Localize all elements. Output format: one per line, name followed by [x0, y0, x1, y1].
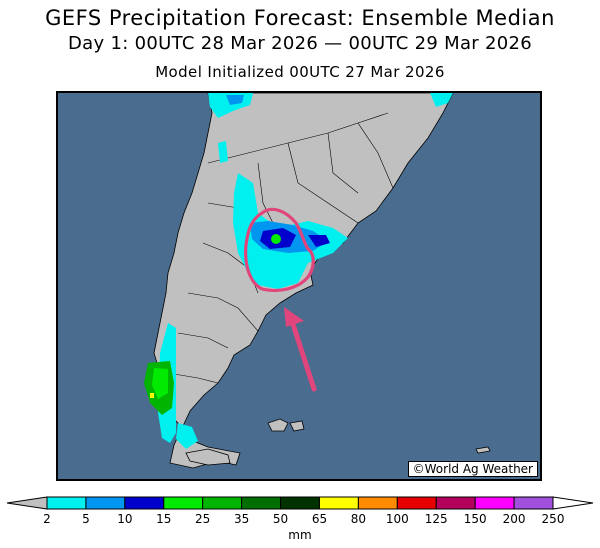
- falkland-islands: [267, 418, 305, 432]
- colorbar-segment: [396, 496, 437, 510]
- colorbar-tick-label: 250: [541, 512, 565, 526]
- colorbar-segment: [513, 496, 554, 510]
- colorbar-segment: [318, 496, 359, 510]
- colorbar-segment: [241, 496, 282, 510]
- colorbar-segment: [46, 496, 87, 510]
- colorbar-tick-label: 35: [233, 512, 250, 526]
- precip-north: [208, 93, 453, 163]
- colorbar-segment: [202, 496, 243, 510]
- credit-label: ©World Ag Weather: [407, 461, 538, 477]
- colorbar-tick-label: 200: [502, 512, 526, 526]
- province-borders: [167, 112, 394, 384]
- highlight-contour: [244, 207, 315, 293]
- colorbar-tick-label: 100: [385, 512, 409, 526]
- colorbar-segment: [435, 496, 476, 510]
- colorbar-tick-label: 50: [272, 512, 289, 526]
- forecast-period: Day 1: 00UTC 28 Mar 2026 — 00UTC 29 Mar …: [68, 33, 532, 54]
- colorbar-tick-label: 125: [424, 512, 448, 526]
- colorbar-tick-label: 10: [117, 512, 133, 526]
- colorbar-tick-label: 25: [195, 512, 211, 526]
- colorbar-tick-label: 2: [43, 512, 51, 526]
- colorbar-segment: [124, 496, 165, 510]
- colorbar-tick-label: 5: [82, 512, 90, 526]
- colorbar-units: mm: [288, 528, 312, 542]
- south-georgia: [475, 446, 491, 454]
- colorbar-segment: [280, 496, 320, 510]
- colorbar-under-triangle: [6, 496, 48, 510]
- precip-central: [233, 173, 348, 289]
- colorbar-segment: [474, 496, 515, 510]
- colorbar-tick-label: 80: [350, 512, 367, 526]
- colorbar-segment: [85, 496, 126, 510]
- colorbar-tick-label: 65: [311, 512, 328, 526]
- highlight-arrow: [284, 307, 317, 392]
- tierra-del-fuego: [185, 448, 231, 466]
- colorbar-segment: [163, 496, 204, 510]
- map-title: GEFS Precipitation Forecast: Ensemble Me…: [45, 6, 555, 30]
- colorbar-segment: [357, 496, 398, 510]
- colorbar-tick-label: 150: [463, 512, 487, 526]
- precip-patagonia: [144, 323, 198, 449]
- colorbar-over-triangle: [552, 496, 594, 510]
- colorbar-tick-label: 15: [156, 512, 172, 526]
- south-america-map: [144, 93, 491, 469]
- map-panel: ©World Ag Weather: [56, 91, 542, 481]
- model-initialized: Model Initialized 00UTC 27 Mar 2026: [155, 63, 445, 81]
- precip-colorbar: [6, 496, 594, 510]
- colorbar-segments: [6, 496, 594, 510]
